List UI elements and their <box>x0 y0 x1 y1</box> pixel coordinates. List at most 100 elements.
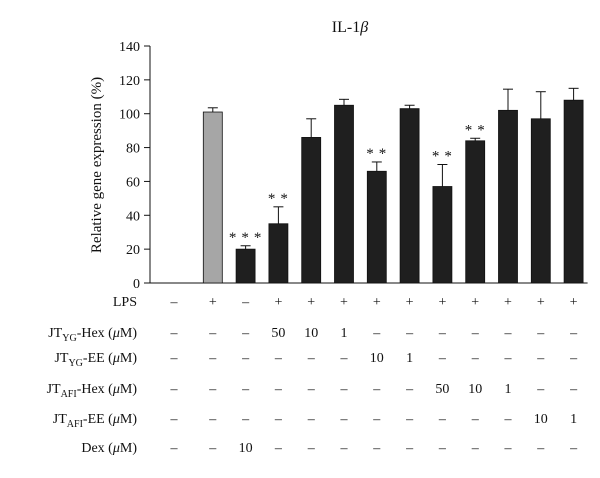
significance-mark: * * <box>366 146 387 162</box>
bar <box>301 137 322 284</box>
treatment-cell: – <box>241 351 250 366</box>
treatment-cell: – <box>340 412 349 427</box>
treatment-cell: – <box>170 295 179 310</box>
treatment-cell: – <box>569 382 578 397</box>
bars <box>202 99 584 284</box>
treatment-cell: – <box>438 441 447 456</box>
treatment-cell: + <box>373 295 381 310</box>
treatment-cell: 1 <box>341 326 348 341</box>
treatment-cell: – <box>307 412 316 427</box>
bar <box>268 223 289 284</box>
chart-title: IL-1β <box>332 19 368 36</box>
y-tick-label: 120 <box>119 74 140 89</box>
y-tick-label: 80 <box>126 142 140 157</box>
treatment-cell: – <box>536 382 545 397</box>
treatment-cell: 1 <box>406 351 413 366</box>
treatment-cell: – <box>405 326 414 341</box>
bar <box>202 111 223 284</box>
treatment-cell: – <box>274 412 283 427</box>
significance-mark: * * <box>268 191 289 207</box>
bar <box>498 109 518 284</box>
treatment-cell: – <box>471 412 480 427</box>
significance-marks: * * * * * * * * * * * <box>229 122 486 246</box>
treatment-cell: – <box>307 382 316 397</box>
y-tick-label: 140 <box>119 40 140 55</box>
treatment-cell: – <box>569 326 578 341</box>
treatment-cell: – <box>208 412 217 427</box>
bar <box>563 99 584 284</box>
row-label: JTAFI-EE (μM) <box>53 412 138 430</box>
treatment-cell: + <box>209 295 217 310</box>
treatment-cell: + <box>537 295 545 310</box>
treatment-cell: – <box>405 382 414 397</box>
treatment-cell: + <box>274 295 282 310</box>
significance-mark: * * * <box>229 230 263 246</box>
treatment-cell: – <box>340 441 349 456</box>
bar <box>530 118 551 284</box>
treatment-cell: – <box>208 351 217 366</box>
treatment-cell: – <box>569 441 578 456</box>
y-tick-label: 40 <box>126 209 140 224</box>
treatment-cell: – <box>504 351 513 366</box>
treatment-cell: – <box>536 351 545 366</box>
treatment-cell: – <box>569 351 578 366</box>
treatment-cell: – <box>274 441 283 456</box>
treatment-cell: – <box>208 382 217 397</box>
bar <box>366 170 387 284</box>
treatment-cell: – <box>471 326 480 341</box>
treatment-cell: – <box>170 326 179 341</box>
treatment-cell: + <box>504 295 512 310</box>
treatment-cell: – <box>170 382 179 397</box>
treatment-cell: – <box>471 441 480 456</box>
treatment-cell: – <box>170 412 179 427</box>
treatment-cell: – <box>274 382 283 397</box>
y-tick-label: 60 <box>126 175 140 190</box>
bar <box>465 140 486 284</box>
treatment-cell: 10 <box>239 441 253 456</box>
y-tick-label: 0 <box>133 277 140 292</box>
treatment-cell: – <box>504 441 513 456</box>
treatment-cell: – <box>405 412 414 427</box>
row-label: LPS <box>113 295 137 310</box>
bar <box>399 108 420 284</box>
treatment-cell: – <box>170 351 179 366</box>
treatment-cell: 50 <box>271 326 285 341</box>
y-axis-label: Relative gene expression (%) <box>89 77 105 253</box>
treatment-cell: – <box>438 412 447 427</box>
treatment-cell: – <box>170 441 179 456</box>
treatment-cell: + <box>340 295 348 310</box>
treatment-cell: – <box>372 382 381 397</box>
treatment-cell: – <box>536 441 545 456</box>
treatment-cell: + <box>438 295 446 310</box>
row-label: JTYG-Hex (μM) <box>48 326 137 344</box>
treatment-cell: – <box>274 351 283 366</box>
treatment-cell: – <box>241 326 250 341</box>
significance-mark: * * <box>465 122 486 138</box>
treatment-cell: – <box>405 441 414 456</box>
row-label: Dex (μM) <box>81 441 137 456</box>
treatment-cell: – <box>504 412 513 427</box>
treatment-cell: – <box>372 412 381 427</box>
treatment-cell: – <box>471 351 480 366</box>
treatment-cell: 10 <box>534 412 548 427</box>
treatment-cell: – <box>438 326 447 341</box>
axes: 0 20 40 60 80 100 120 140 <box>119 40 588 292</box>
bar <box>432 186 453 284</box>
y-tick-label: 20 <box>126 243 140 258</box>
treatment-cell: – <box>241 295 250 310</box>
treatment-cell: 10 <box>304 326 318 341</box>
treatment-cell: – <box>340 351 349 366</box>
treatment-cell: – <box>307 441 316 456</box>
treatment-cell: 10 <box>370 351 384 366</box>
treatment-cell: – <box>438 351 447 366</box>
row-label: JTYG-EE (μM) <box>54 351 137 369</box>
treatment-cell: + <box>406 295 414 310</box>
treatment-cell: 1 <box>505 382 512 397</box>
treatment-cell: – <box>208 326 217 341</box>
treatment-cell: – <box>372 441 381 456</box>
treatment-cell: – <box>241 412 250 427</box>
treatment-cell: – <box>536 326 545 341</box>
bar <box>334 104 354 284</box>
treatment-cell: 50 <box>435 382 449 397</box>
